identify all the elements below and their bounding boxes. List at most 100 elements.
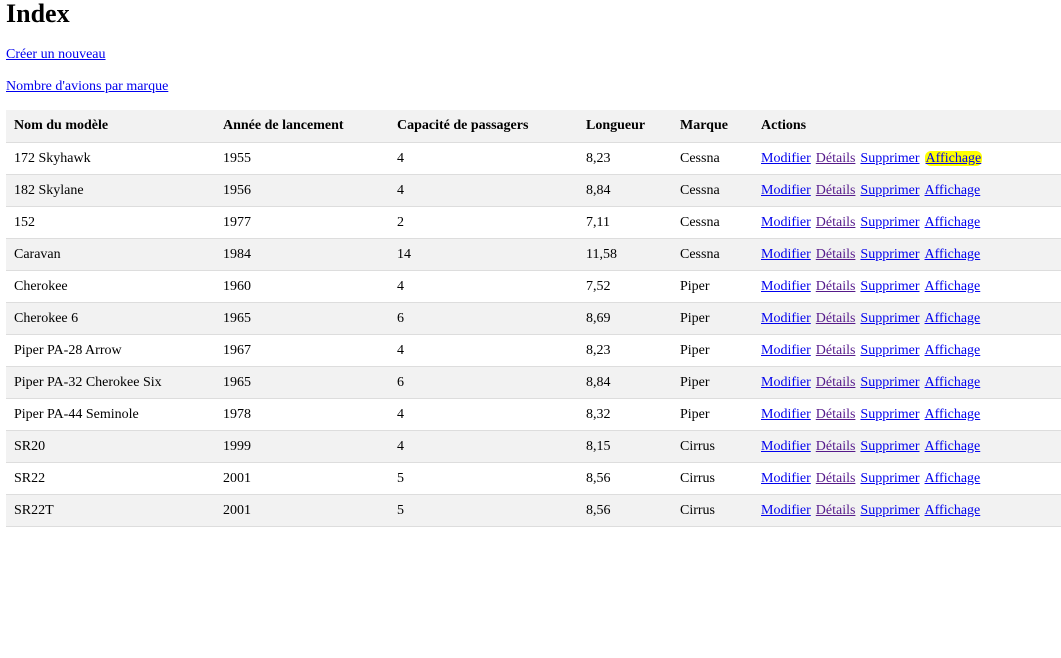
display-link[interactable]: Affichage bbox=[924, 406, 981, 422]
cell-capacity: 14 bbox=[389, 238, 578, 271]
cell-year: 1965 bbox=[215, 302, 389, 335]
edit-link[interactable]: Modifier bbox=[761, 438, 811, 454]
cell-model: SR22T bbox=[6, 494, 215, 527]
cell-capacity: 4 bbox=[389, 174, 578, 207]
display-link[interactable]: Affichage bbox=[924, 182, 981, 198]
cell-capacity: 4 bbox=[389, 398, 578, 431]
delete-link[interactable]: Supprimer bbox=[860, 310, 920, 326]
edit-link[interactable]: Modifier bbox=[761, 310, 811, 326]
edit-link[interactable]: Modifier bbox=[761, 150, 811, 166]
details-link[interactable]: Détails bbox=[815, 310, 856, 326]
cell-capacity: 6 bbox=[389, 302, 578, 335]
details-link[interactable]: Détails bbox=[815, 278, 856, 294]
cell-actions: Modifier Détails Supprimer Affichage bbox=[753, 174, 1061, 207]
cell-year: 1977 bbox=[215, 206, 389, 239]
details-link[interactable]: Détails bbox=[815, 246, 856, 262]
cell-brand: Cessna bbox=[672, 238, 753, 271]
cell-brand: Piper bbox=[672, 270, 753, 303]
table-row: Cherokee 1960 4 7,52 Piper Modifier Détails Sup… bbox=[6, 270, 1061, 303]
edit-link[interactable]: Modifier bbox=[761, 278, 811, 294]
details-link[interactable]: Détails bbox=[815, 182, 856, 198]
planes-per-brand-link[interactable]: Nombre d'avions par marque bbox=[6, 79, 169, 94]
cell-actions: Modifier Détails Supprimer Affichage bbox=[753, 462, 1061, 495]
details-link[interactable]: Détails bbox=[815, 214, 856, 230]
cell-brand: Cirrus bbox=[672, 494, 753, 527]
delete-link[interactable]: Supprimer bbox=[860, 406, 920, 422]
cell-brand: Piper bbox=[672, 302, 753, 335]
delete-link[interactable]: Supprimer bbox=[860, 246, 920, 262]
header-year: Année de lancement bbox=[215, 110, 389, 143]
delete-link[interactable]: Supprimer bbox=[860, 182, 920, 198]
header-brand: Marque bbox=[672, 110, 753, 143]
edit-link[interactable]: Modifier bbox=[761, 182, 811, 198]
table-row: Piper PA-32 Cherokee Six 1965 6 8,84 Piper Mo… bbox=[6, 366, 1061, 399]
cell-year: 1999 bbox=[215, 430, 389, 463]
cell-year: 1978 bbox=[215, 398, 389, 431]
cell-brand: Cirrus bbox=[672, 430, 753, 463]
display-link[interactable]: Affichage bbox=[924, 278, 981, 294]
edit-link[interactable]: Modifier bbox=[761, 246, 811, 262]
cell-year: 1967 bbox=[215, 334, 389, 367]
cell-length: 8,69 bbox=[578, 302, 672, 335]
cell-brand: Cessna bbox=[672, 174, 753, 207]
table-body: 172 Skyhawk 1955 4 8,23 Cessna Modifier Détail… bbox=[6, 142, 1061, 527]
display-link[interactable]: Affichage bbox=[924, 342, 981, 358]
edit-link[interactable]: Modifier bbox=[761, 470, 811, 486]
cell-length: 8,56 bbox=[578, 494, 672, 527]
edit-link[interactable]: Modifier bbox=[761, 374, 811, 390]
display-link[interactable]: Affichage bbox=[924, 470, 981, 486]
cell-brand: Piper bbox=[672, 366, 753, 399]
details-link[interactable]: Détails bbox=[815, 470, 856, 486]
delete-link[interactable]: Supprimer bbox=[860, 278, 920, 294]
cell-year: 1955 bbox=[215, 142, 389, 175]
delete-link[interactable]: Supprimer bbox=[860, 374, 920, 390]
create-new-link[interactable]: Créer un nouveau bbox=[6, 47, 106, 62]
table-row: Piper PA-44 Seminole 1978 4 8,32 Piper Modifi… bbox=[6, 398, 1061, 431]
cell-year: 2001 bbox=[215, 462, 389, 495]
cell-capacity: 4 bbox=[389, 142, 578, 175]
edit-link[interactable]: Modifier bbox=[761, 342, 811, 358]
delete-link[interactable]: Supprimer bbox=[860, 502, 920, 518]
table-row: SR22T 2001 5 8,56 Cirrus Modifier Détails Suppr… bbox=[6, 494, 1061, 527]
edit-link[interactable]: Modifier bbox=[761, 406, 811, 422]
table-row: 172 Skyhawk 1955 4 8,23 Cessna Modifier Détail… bbox=[6, 142, 1061, 175]
display-link[interactable]: Affichage bbox=[924, 438, 981, 454]
table-row: 152 1977 2 7,11 Cessna Modifier Détails Supprim… bbox=[6, 206, 1061, 239]
display-link[interactable]: Affichage bbox=[924, 214, 981, 230]
edit-link[interactable]: Modifier bbox=[761, 502, 811, 518]
cell-capacity: 2 bbox=[389, 206, 578, 239]
table-row: Caravan 1984 14 11,58 Cessna Modifier Détails S… bbox=[6, 238, 1061, 271]
delete-link[interactable]: Supprimer bbox=[860, 150, 920, 166]
cell-year: 2001 bbox=[215, 494, 389, 527]
cell-model: 182 Skylane bbox=[6, 174, 215, 207]
cell-year: 1965 bbox=[215, 366, 389, 399]
delete-link[interactable]: Supprimer bbox=[860, 342, 920, 358]
display-link[interactable]: Affichage bbox=[924, 374, 981, 390]
details-link[interactable]: Détails bbox=[815, 438, 856, 454]
cell-length: 8,84 bbox=[578, 366, 672, 399]
delete-link[interactable]: Supprimer bbox=[860, 470, 920, 486]
display-link[interactable]: Affichage bbox=[924, 310, 981, 326]
display-link[interactable]: Affichage bbox=[924, 150, 983, 166]
display-link[interactable]: Affichage bbox=[924, 246, 981, 262]
cell-length: 8,32 bbox=[578, 398, 672, 431]
cell-actions: Modifier Détails Supprimer Affichage bbox=[753, 366, 1061, 399]
cell-length: 7,11 bbox=[578, 206, 672, 239]
display-link[interactable]: Affichage bbox=[924, 502, 981, 518]
cell-model: Piper PA-32 Cherokee Six bbox=[6, 366, 215, 399]
edit-link[interactable]: Modifier bbox=[761, 214, 811, 230]
details-link[interactable]: Détails bbox=[815, 406, 856, 422]
cell-model: Cherokee 6 bbox=[6, 302, 215, 335]
cell-actions: Modifier Détails Supprimer Affichage bbox=[753, 238, 1061, 271]
delete-link[interactable]: Supprimer bbox=[860, 438, 920, 454]
cell-actions: Modifier Détails Supprimer Affichage bbox=[753, 206, 1061, 239]
details-link[interactable]: Détails bbox=[815, 342, 856, 358]
details-link[interactable]: Détails bbox=[815, 502, 856, 518]
cell-actions: Modifier Détails Supprimer Affichage bbox=[753, 430, 1061, 463]
table-row: SR22 2001 5 8,56 Cirrus Modifier Détails Suppri… bbox=[6, 462, 1061, 495]
details-link[interactable]: Détails bbox=[815, 150, 856, 166]
delete-link[interactable]: Supprimer bbox=[860, 214, 920, 230]
cell-length: 11,58 bbox=[578, 238, 672, 271]
details-link[interactable]: Détails bbox=[815, 374, 856, 390]
table-row: 182 Skylane 1956 4 8,84 Cessna Modifier Détail… bbox=[6, 174, 1061, 207]
